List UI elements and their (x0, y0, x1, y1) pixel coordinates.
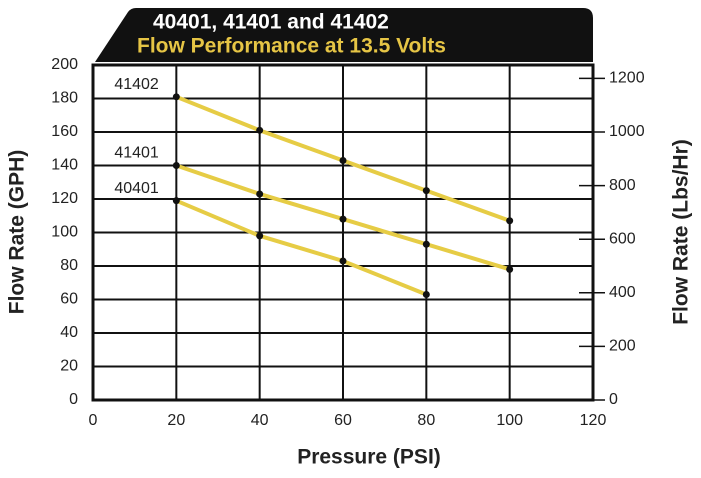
y2-axis-title: Flow Rate (Lbs/Hr) (670, 139, 693, 325)
x-tick-label: 120 (580, 412, 607, 429)
y-tick-label: 140 (51, 157, 78, 174)
x-tick-label: 60 (334, 412, 352, 429)
data-point (256, 232, 264, 240)
x-tick-label: 100 (496, 412, 523, 429)
y2-tick-label: 1200 (609, 70, 645, 87)
y2-tick-label: 1000 (609, 123, 645, 140)
y2-tick-label: 400 (609, 284, 636, 301)
x-tick-label: 80 (417, 412, 435, 429)
y2-tick-label: 800 (609, 177, 636, 194)
y2-tick-label: 0 (609, 391, 618, 408)
y-axis-title: Flow Rate (GPH) (6, 150, 29, 315)
plot-frame (91, 63, 595, 402)
chart-subtitle: Flow Performance at 13.5 Volts (137, 35, 446, 58)
title-banner (95, 8, 593, 62)
x-tick-label: 40 (251, 412, 269, 429)
y-tick-label: 180 (51, 90, 78, 107)
data-point (172, 93, 180, 101)
series-label: 40401 (114, 180, 159, 197)
data-point (506, 217, 514, 225)
x-tick-label: 0 (89, 412, 98, 429)
data-point (422, 290, 430, 298)
chart-title: 40401, 41401 and 41402 (153, 11, 389, 34)
data-point (172, 197, 180, 205)
y2-tick-label: 600 (609, 230, 636, 247)
data-point (422, 187, 430, 195)
data-point (256, 126, 264, 134)
series-label: 41402 (114, 76, 159, 93)
series-label: 41401 (114, 145, 159, 162)
y-tick-label: 20 (60, 358, 78, 375)
data-point (172, 162, 180, 169)
x-axis-title: Pressure (PSI) (297, 446, 441, 469)
data-point (422, 240, 430, 248)
y-tick-label: 40 (60, 324, 78, 341)
data-point (339, 257, 347, 265)
y-tick-label: 200 (51, 56, 78, 73)
data-point (339, 156, 347, 164)
y-tick-label: 60 (60, 291, 78, 308)
y2-tick-label: 200 (609, 338, 636, 355)
data-point (256, 190, 264, 198)
y-tick-label: 100 (51, 224, 78, 241)
y-tick-label: 120 (51, 190, 78, 207)
y-tick-label: 80 (60, 257, 78, 274)
y-tick-label: 160 (51, 123, 78, 140)
data-point (506, 265, 514, 273)
series-line (175, 198, 428, 297)
x-tick-label: 20 (167, 412, 185, 429)
data-point (339, 215, 347, 223)
y-tick-label: 0 (69, 391, 78, 408)
